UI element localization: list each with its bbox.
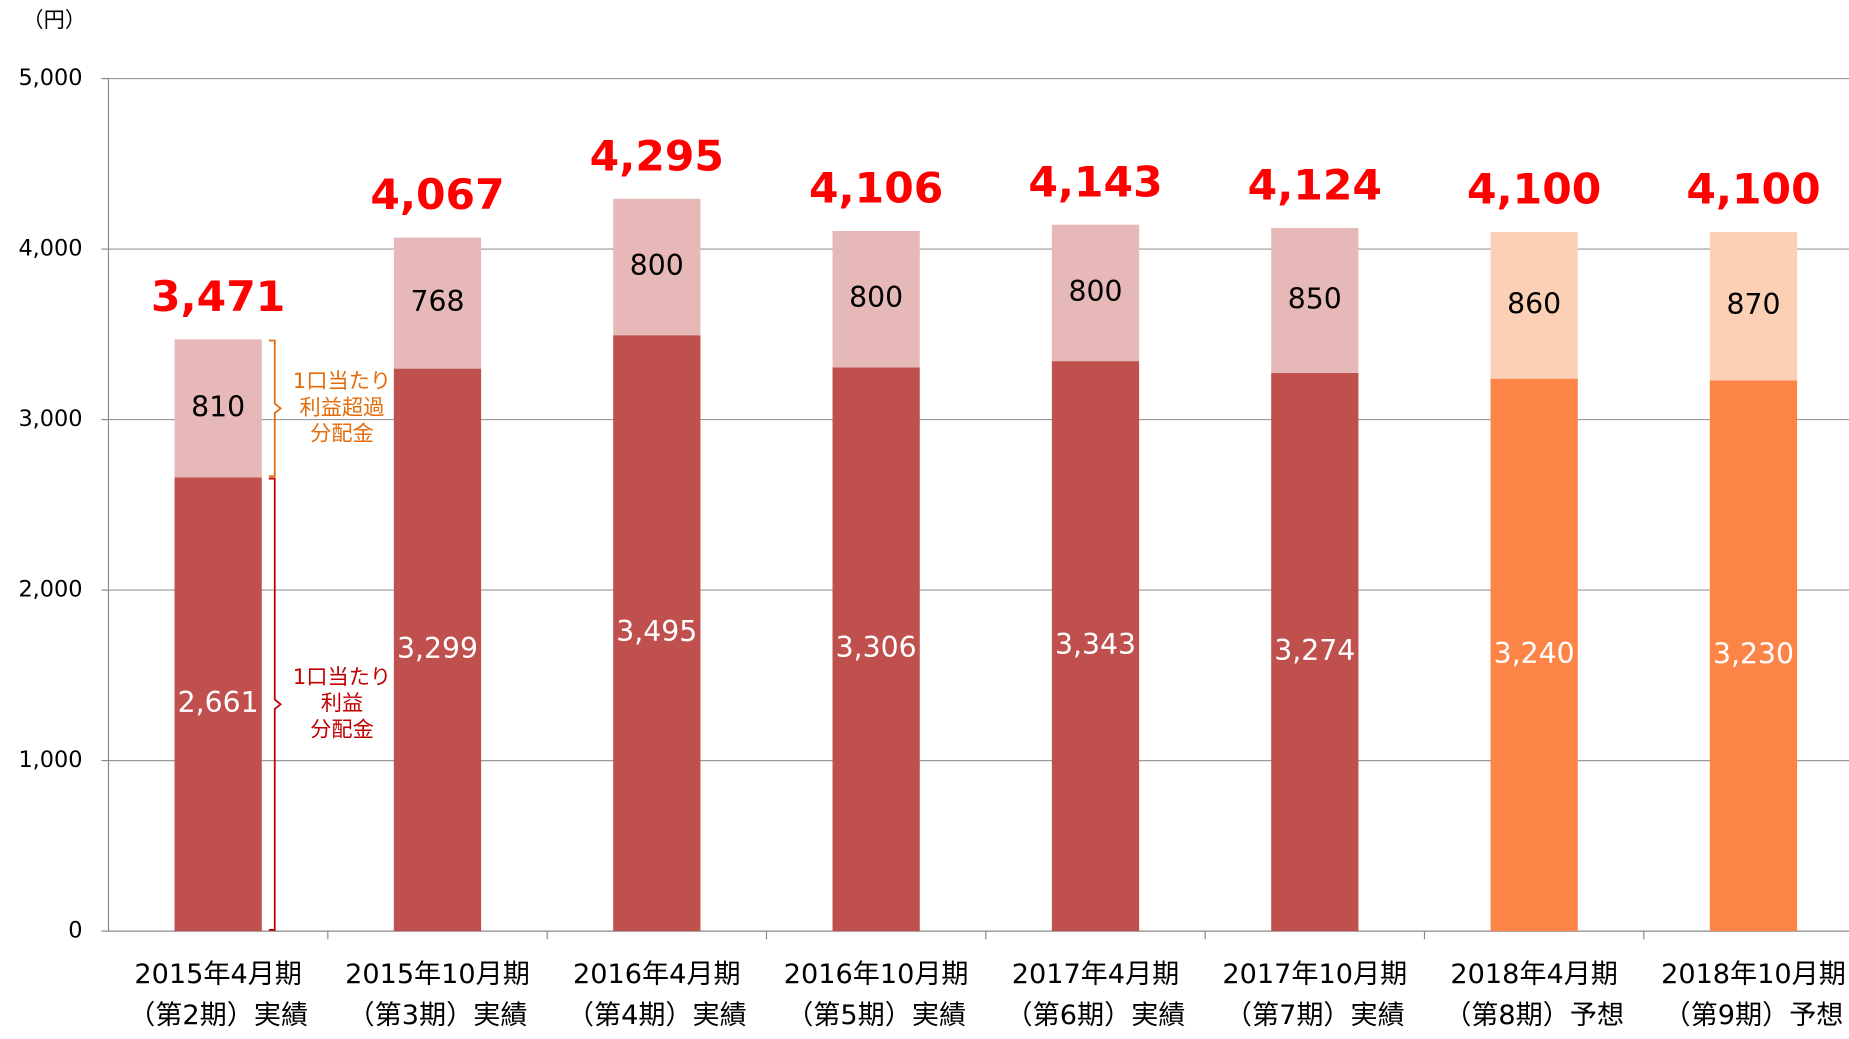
- y-tick-label: 4,000: [18, 236, 82, 262]
- total-label: 4,100: [1686, 165, 1820, 214]
- bar-segment: [1709, 380, 1798, 932]
- total-label: 3,471: [151, 272, 285, 321]
- y-tick-label: 2,000: [18, 577, 82, 603]
- x-tick-label: （第3期）実績: [348, 1000, 528, 1031]
- value-label: 3,240: [1494, 637, 1575, 670]
- y-tick-label: 0: [68, 918, 82, 944]
- x-tick-label: 2015年10月期: [345, 959, 530, 990]
- x-tick-label: 2018年10月期: [1661, 959, 1846, 990]
- bar-segment: [1051, 224, 1140, 362]
- y-tick-label: 1,000: [18, 747, 82, 773]
- bar-segment: [174, 339, 262, 478]
- value-label: 3,299: [397, 632, 478, 665]
- bar-segment: [832, 367, 920, 932]
- bar-segment: [174, 477, 262, 932]
- annotation: 利益超過: [300, 394, 385, 419]
- x-tick-label: （第6期）実績: [1006, 1000, 1186, 1031]
- bar-segment: [613, 335, 701, 932]
- annotation: 1口当たり: [293, 368, 391, 393]
- annotation: 利益: [321, 690, 363, 715]
- value-label: 800: [630, 249, 684, 282]
- x-tick-label: （第9期）予想: [1664, 1000, 1844, 1031]
- annotation: 分配金: [310, 421, 374, 446]
- x-tick-label: （第2期）実績: [128, 1000, 308, 1031]
- value-label: 860: [1507, 287, 1561, 320]
- x-tick-label: 2016年4月期: [573, 959, 741, 990]
- value-label: 870: [1726, 288, 1780, 321]
- total-label: 4,295: [590, 131, 724, 180]
- bar-segment: [393, 368, 482, 932]
- value-label: 768: [410, 285, 464, 318]
- value-label: 810: [191, 390, 245, 423]
- value-label: 3,495: [616, 615, 697, 648]
- value-label: 800: [849, 281, 903, 314]
- x-tick-label: （第4期）実績: [567, 1000, 747, 1031]
- total-label: 4,124: [1248, 161, 1382, 210]
- annotation: 分配金: [310, 717, 374, 742]
- total-label: 4,106: [809, 164, 943, 213]
- value-label: 3,274: [1274, 634, 1355, 667]
- x-tick-label: 2017年10月期: [1222, 959, 1407, 990]
- value-label: 3,230: [1713, 638, 1794, 671]
- y-tick-label: 3,000: [18, 406, 82, 432]
- bracket: [268, 339, 283, 478]
- bracket: [268, 477, 283, 931]
- y-tick-label: 5,000: [18, 65, 82, 91]
- x-tick-label: 2018年4月期: [1450, 959, 1618, 990]
- total-label: 4,143: [1028, 157, 1162, 206]
- value-label: 850: [1288, 282, 1342, 315]
- value-label: 3,306: [836, 631, 917, 664]
- bar-segment: [393, 237, 482, 369]
- bar-segment: [1271, 372, 1359, 932]
- value-label: 3,343: [1055, 628, 1136, 661]
- value-label: 800: [1068, 275, 1122, 308]
- x-tick-label: （第7期）実績: [1225, 1000, 1405, 1031]
- bar-segment: [1490, 378, 1578, 932]
- x-tick-label: （第8期）予想: [1444, 1000, 1624, 1031]
- total-label: 4,100: [1467, 165, 1601, 214]
- bar-segment: [1051, 361, 1140, 932]
- bar-segment: [1490, 232, 1578, 379]
- x-tick-label: 2016年10月期: [784, 959, 969, 990]
- bar-segment: [1709, 232, 1798, 381]
- bar-segment: [1271, 227, 1359, 373]
- bar-segment: [613, 198, 701, 336]
- x-tick-label: 2017年4月期: [1012, 959, 1180, 990]
- total-label: 4,067: [370, 170, 504, 219]
- bar-segment: [832, 231, 920, 368]
- x-tick-label: （第5期）実績: [786, 1000, 966, 1031]
- x-tick-label: 2015年4月期: [134, 959, 302, 990]
- value-label: 2,661: [178, 686, 259, 719]
- annotation: 1口当たり: [293, 664, 391, 689]
- unit-label: （円）: [22, 7, 86, 32]
